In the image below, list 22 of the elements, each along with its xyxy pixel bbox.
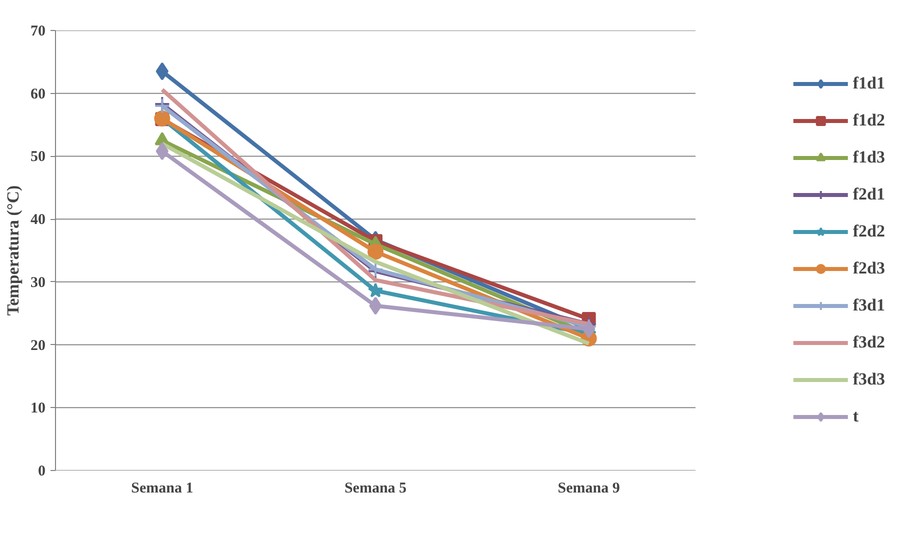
y-tick-label: 10 xyxy=(30,400,46,417)
y-tick-label: 50 xyxy=(30,149,46,166)
legend-label: f1d2 xyxy=(852,110,885,130)
legend-label: f3d1 xyxy=(852,296,885,316)
x-tick-label: Semana 5 xyxy=(344,480,407,496)
legend-label: f2d2 xyxy=(852,222,885,242)
legend-label: f3d3 xyxy=(852,370,885,390)
y-tick-label: 0 xyxy=(38,464,46,480)
legend-label: f1d1 xyxy=(852,74,885,94)
x-tick-label: Semana 9 xyxy=(558,480,620,496)
y-tick-label: 20 xyxy=(30,338,46,354)
y-axis-title: Temperatura (°C) xyxy=(4,185,22,316)
y-tick-label: 40 xyxy=(30,212,46,228)
legend-label: f3d2 xyxy=(852,332,885,352)
legend-label: t xyxy=(852,406,860,426)
y-tick-label: 30 xyxy=(30,274,46,291)
legend-label: f2d1 xyxy=(852,184,885,204)
y-tick-label: 70 xyxy=(30,24,46,40)
x-tick-label: Semana 1 xyxy=(131,480,194,496)
legend-label: f1d3 xyxy=(852,148,885,168)
y-tick-label: 60 xyxy=(30,86,46,102)
legend-label: f2d3 xyxy=(852,258,885,278)
